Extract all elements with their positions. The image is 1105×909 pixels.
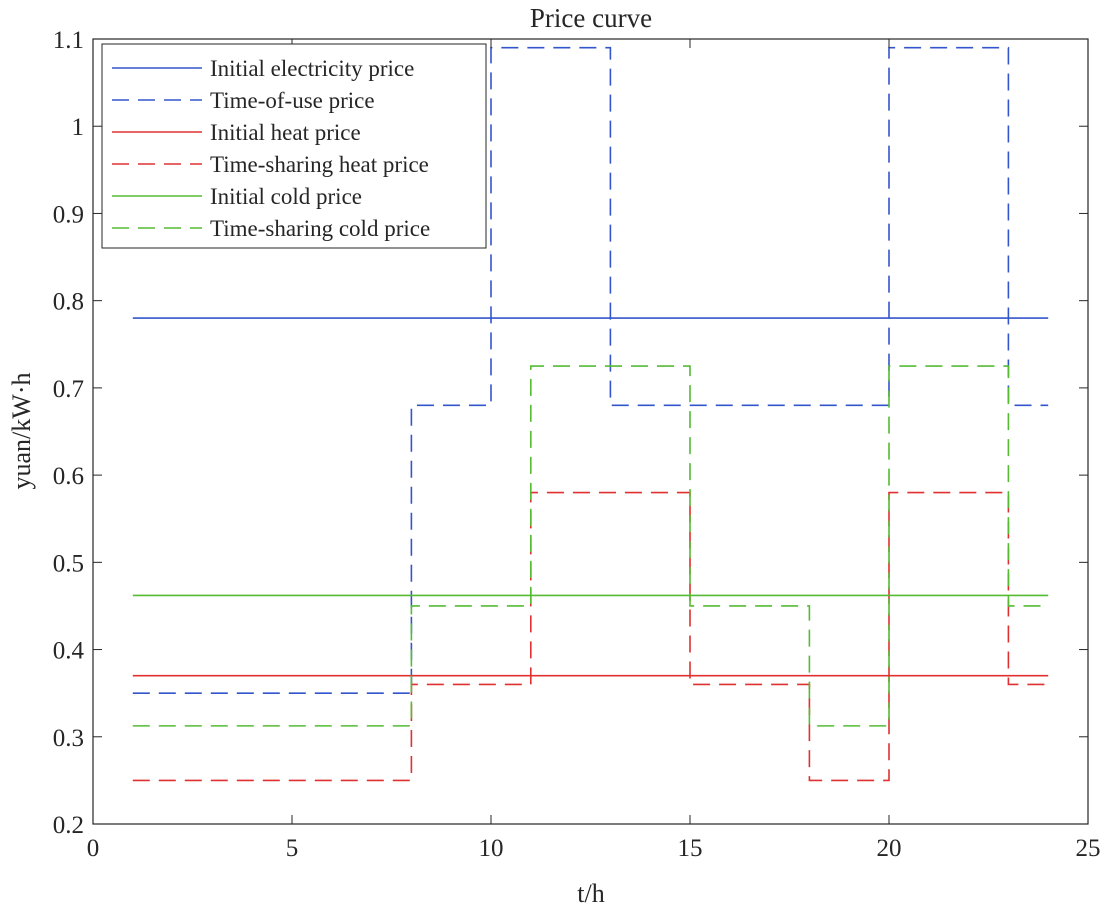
y-tick-label: 0.2	[53, 812, 84, 839]
legend: Initial electricity price Time-of-use pri…	[101, 43, 487, 249]
x-tick-label: 0	[87, 835, 100, 862]
y-tick-label: 0.6	[53, 463, 84, 490]
y-axis-label: yuan/kW·h	[7, 373, 36, 490]
legend-label: Time-of-use price	[210, 88, 375, 113]
y-tick-label: 0.7	[53, 376, 84, 403]
x-tick-label: 20	[877, 835, 902, 862]
y-tick-label: 1	[72, 114, 85, 141]
plot-area	[132, 46, 1049, 782]
y-tick-label: 0.5	[53, 550, 84, 577]
series-line-2	[132, 46, 1049, 694]
y-tick-label: 0.8	[53, 289, 84, 316]
y-tick-label: 0.9	[53, 201, 84, 228]
legend-label: Initial cold price	[210, 184, 362, 209]
x-tick-label: 5	[286, 835, 299, 862]
axis-ticks: 0 5 10 15 20 25 0.2 0.3 0.4 0.5 0.6 0.7 0.8 0.9 1 1.1	[53, 27, 1101, 862]
x-tick-label: 15	[678, 835, 703, 862]
series-line-6	[132, 365, 1049, 727]
y-tick-label: 1.1	[53, 27, 84, 54]
legend-box	[101, 43, 487, 249]
legend-label: Time-sharing cold price	[210, 216, 430, 241]
legend-label: Initial heat price	[210, 120, 361, 145]
chart-title: Price curve	[530, 3, 652, 33]
y-tick-label: 0.4	[53, 638, 85, 665]
legend-label: Initial electricity price	[210, 56, 414, 81]
series-line-4	[132, 491, 1049, 782]
x-tick-label: 10	[479, 835, 504, 862]
y-tick-label: 0.3	[53, 725, 84, 752]
plot-frame	[92, 38, 1089, 825]
x-tick-label: 25	[1076, 835, 1101, 862]
x-axis-label: t/h	[577, 879, 604, 908]
legend-label: Time-sharing heat price	[210, 152, 429, 177]
